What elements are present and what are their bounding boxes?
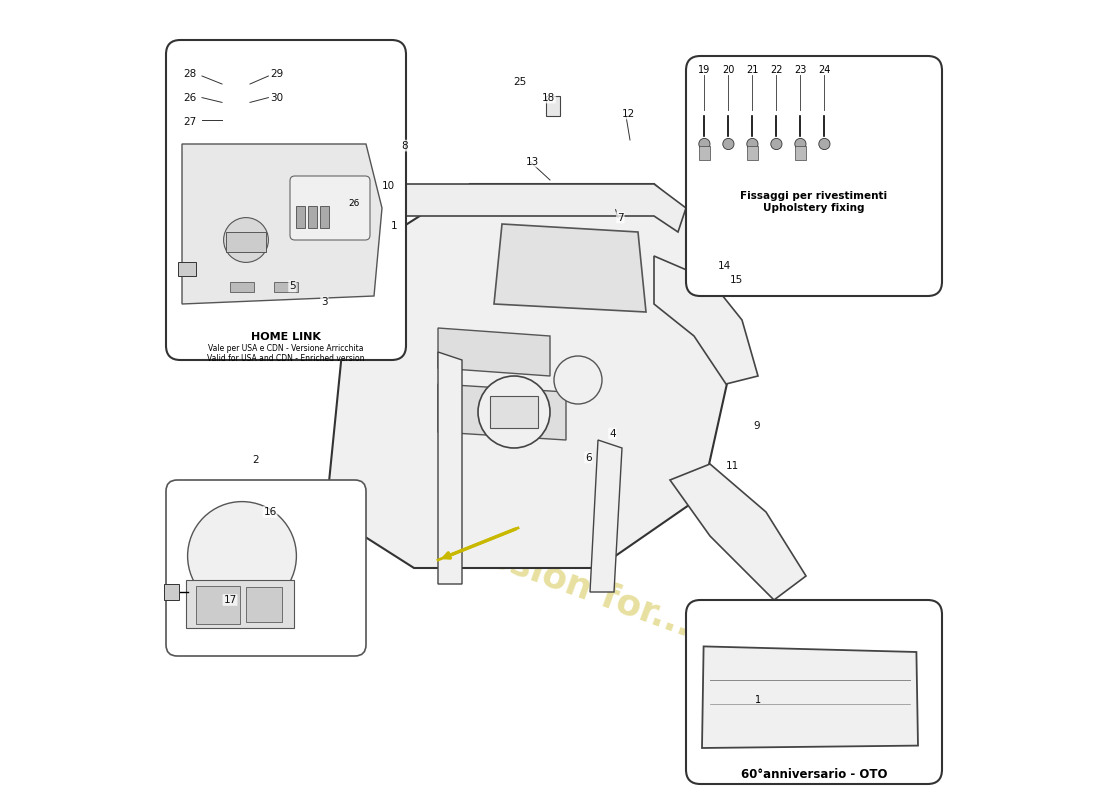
Text: 23: 23: [794, 66, 806, 75]
Polygon shape: [702, 646, 918, 748]
Polygon shape: [438, 384, 566, 440]
Text: 15: 15: [729, 275, 743, 285]
Text: 11: 11: [726, 461, 739, 470]
Bar: [197, 586, 241, 624]
Text: 17: 17: [223, 595, 236, 605]
Text: 1: 1: [755, 695, 761, 705]
Bar: [274, 282, 298, 292]
Polygon shape: [358, 184, 686, 232]
Bar: [246, 587, 282, 622]
Text: 18: 18: [542, 93, 556, 102]
Text: 13: 13: [526, 157, 539, 166]
Bar: [490, 396, 538, 428]
Text: 19: 19: [698, 66, 711, 75]
Circle shape: [771, 138, 782, 150]
Text: 8: 8: [402, 141, 408, 150]
Text: 16: 16: [263, 507, 276, 517]
Text: Upholstery fixing: Upholstery fixing: [763, 203, 865, 213]
Circle shape: [818, 138, 830, 150]
Text: 24: 24: [818, 66, 830, 75]
Text: 10: 10: [382, 181, 395, 190]
Text: Fissaggi per rivestimenti: Fissaggi per rivestimenti: [740, 191, 888, 201]
Polygon shape: [654, 256, 758, 384]
Text: 27: 27: [184, 117, 197, 126]
Bar: [230, 282, 254, 292]
FancyBboxPatch shape: [686, 600, 942, 784]
Text: 3: 3: [321, 298, 328, 307]
Polygon shape: [438, 328, 550, 376]
Text: Vale per USA e CDN - Versione Arricchita: Vale per USA e CDN - Versione Arricchita: [208, 344, 364, 353]
Text: 14: 14: [718, 261, 732, 270]
FancyBboxPatch shape: [686, 56, 942, 296]
Bar: [747, 146, 758, 160]
Bar: [164, 584, 179, 600]
Text: 26: 26: [349, 199, 360, 209]
Bar: [546, 96, 560, 116]
Text: 6: 6: [585, 453, 592, 462]
Circle shape: [554, 356, 602, 404]
Circle shape: [747, 138, 758, 150]
Text: 5: 5: [289, 282, 296, 291]
Polygon shape: [670, 464, 806, 600]
Circle shape: [223, 218, 268, 262]
FancyBboxPatch shape: [290, 176, 370, 240]
Text: 1: 1: [390, 221, 397, 230]
Text: 60°anniversario - OTO: 60°anniversario - OTO: [740, 768, 888, 781]
Text: 7: 7: [617, 213, 624, 222]
Bar: [226, 232, 266, 252]
Bar: [698, 146, 710, 160]
FancyBboxPatch shape: [166, 40, 406, 360]
Polygon shape: [182, 144, 382, 304]
FancyBboxPatch shape: [166, 480, 366, 656]
Text: 9: 9: [754, 421, 760, 430]
Text: 25: 25: [513, 77, 526, 86]
Circle shape: [478, 376, 550, 448]
Text: 21: 21: [746, 66, 759, 75]
Polygon shape: [438, 352, 462, 584]
Bar: [178, 262, 196, 276]
Text: 29: 29: [270, 69, 283, 78]
Text: Valid for USA and CDN - Enriched version: Valid for USA and CDN - Enriched version: [207, 354, 365, 362]
Bar: [795, 146, 806, 160]
Bar: [308, 206, 317, 228]
Text: 12: 12: [621, 109, 635, 118]
Text: 26: 26: [184, 93, 197, 102]
Text: 22: 22: [770, 66, 783, 75]
Text: 28: 28: [184, 69, 197, 78]
Text: 4: 4: [609, 429, 616, 438]
Text: a passion for...: a passion for...: [404, 509, 696, 643]
Circle shape: [188, 502, 296, 610]
Circle shape: [698, 138, 710, 150]
Circle shape: [795, 138, 806, 150]
Circle shape: [723, 138, 734, 150]
Bar: [296, 206, 305, 228]
Text: HOME LINK: HOME LINK: [251, 332, 321, 342]
Text: 30: 30: [270, 93, 283, 102]
Polygon shape: [494, 224, 646, 312]
Polygon shape: [326, 184, 734, 568]
Text: 2: 2: [252, 455, 258, 465]
Bar: [320, 206, 329, 228]
Text: 20: 20: [723, 66, 735, 75]
Polygon shape: [590, 440, 621, 592]
Polygon shape: [310, 96, 406, 232]
Bar: [186, 580, 294, 628]
